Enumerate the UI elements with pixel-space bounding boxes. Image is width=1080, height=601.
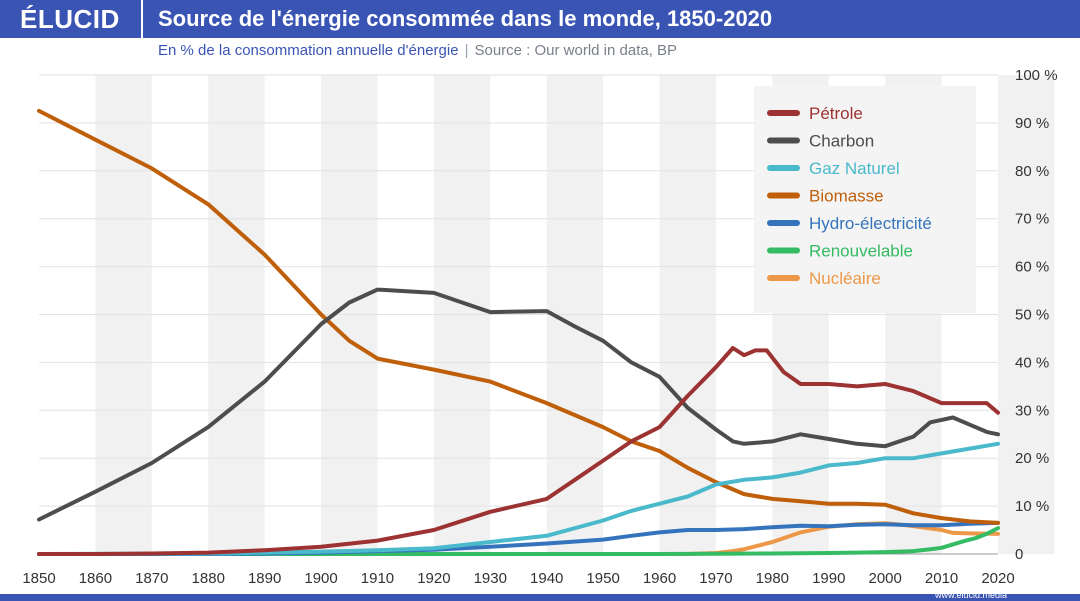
- x-tick-label-2020: 2020: [981, 570, 1014, 587]
- y-tick-label-50: 50 %: [1015, 307, 1049, 324]
- x-tick-label-1880: 1880: [192, 570, 225, 587]
- x-tick-label-1920: 1920: [417, 570, 450, 587]
- series-line-Biomasse: [37, 108, 1000, 525]
- x-tick-label-1890: 1890: [248, 570, 281, 587]
- header-bar: ÉLUCID Source de l'énergie consommée dan…: [0, 0, 1080, 38]
- subtitle-text: En % de la consommation annuelle d'énerg…: [158, 42, 459, 59]
- legend-label-Charbon: Charbon: [809, 132, 874, 151]
- x-axis: 1850 1860 1870 1880 1890 1900 1910 1920 1930 1940…: [22, 570, 1014, 587]
- legend-label-Gaz Naturel: Gaz Naturel: [809, 159, 900, 178]
- watermark[interactable]: www.elucid.media: [935, 590, 1008, 600]
- y-tick-label-60: 60 %: [1015, 259, 1049, 276]
- series-lines: [37, 108, 1000, 556]
- subtitle-separator: |: [464, 42, 469, 59]
- x-tick-label-1910: 1910: [361, 570, 394, 587]
- x-tick-label-2010: 2010: [925, 570, 958, 587]
- y-axis: 0 10 % 20 % 30 % 40 % 50 % 60 % 70 % 80 % 90 % 100…: [1015, 67, 1058, 563]
- x-tick-label-1950: 1950: [586, 570, 619, 587]
- x-tick-label-1970: 1970: [699, 570, 732, 587]
- x-tick-label-1850: 1850: [22, 570, 55, 587]
- y-tick-label-70: 70 %: [1015, 211, 1049, 228]
- x-tick-label-2000: 2000: [868, 570, 901, 587]
- band-2010: [998, 75, 1055, 554]
- y-tick-label-0: 0: [1015, 546, 1023, 563]
- y-tick-label-40: 40 %: [1015, 354, 1049, 371]
- y-tick-label-100: 100 %: [1015, 67, 1058, 84]
- y-tick-label-90: 90 %: [1015, 115, 1049, 132]
- chart-subtitle: En % de la consommation annuelle d'énerg…: [158, 42, 677, 59]
- x-tick-label-1860: 1860: [79, 570, 112, 587]
- footer-bar: [0, 594, 1080, 601]
- x-tick-label-1940: 1940: [530, 570, 563, 587]
- y-tick-label-80: 80 %: [1015, 163, 1049, 180]
- brand-logo[interactable]: ÉLUCID: [20, 4, 120, 34]
- x-tick-label-1900: 1900: [304, 570, 337, 587]
- x-tick-label-1870: 1870: [135, 570, 168, 587]
- source-text: Source : Our world in data, BP: [474, 42, 678, 59]
- legend-label-Hydro-électricité: Hydro-électricité: [809, 214, 932, 233]
- chart-title: Source de l'énergie consommée dans le mo…: [158, 6, 773, 31]
- legend-label-Renouvelable: Renouvelable: [809, 242, 913, 261]
- legend-label-Pétrole: Pétrole: [809, 104, 863, 123]
- legend-label-Biomasse: Biomasse: [809, 187, 884, 206]
- series-line-Gaz Naturel: [37, 441, 1000, 556]
- y-tick-label-20: 20 %: [1015, 450, 1049, 467]
- x-tick-label-1960: 1960: [643, 570, 676, 587]
- series-line-Pétrole: [37, 346, 1000, 556]
- y-tick-label-30: 30 %: [1015, 402, 1049, 419]
- legend-label-Nucléaire: Nucléaire: [809, 269, 881, 288]
- header-divider: [141, 0, 143, 38]
- x-tick-label-1990: 1990: [812, 570, 845, 587]
- y-tick-label-10: 10 %: [1015, 498, 1049, 515]
- x-tick-label-1930: 1930: [474, 570, 507, 587]
- series-line-Renouvelable: [37, 526, 1000, 556]
- legend: Pétrole Charbon Gaz Naturel Biomasse Hydro-é…: [754, 86, 976, 313]
- series-line-Charbon: [37, 287, 1000, 522]
- x-tick-label-1980: 1980: [756, 570, 789, 587]
